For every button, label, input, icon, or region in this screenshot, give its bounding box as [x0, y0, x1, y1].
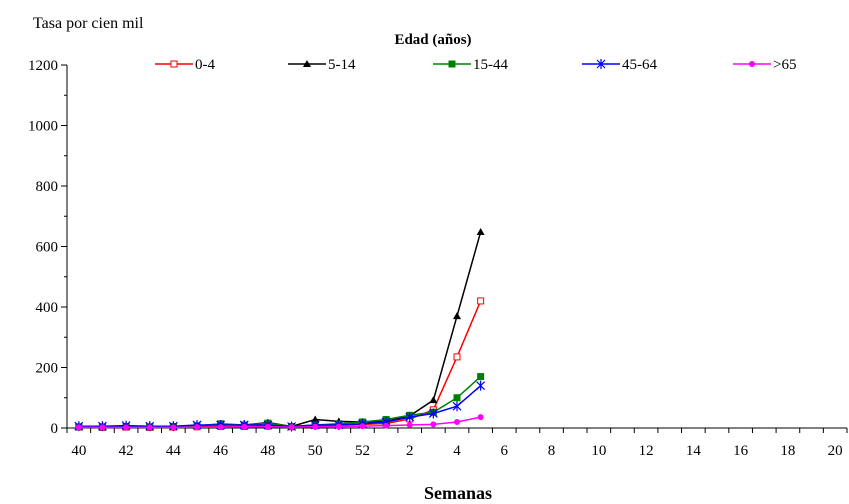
- data-point: [452, 401, 462, 412]
- x-tick-label: 12: [639, 443, 654, 459]
- legend-label: 45-64: [622, 57, 657, 73]
- y-tick-label: 0: [51, 421, 59, 437]
- y-tick-label: 600: [36, 240, 59, 256]
- x-tick-label: 44: [166, 443, 182, 459]
- series-line: [78, 416, 481, 429]
- data-point: [453, 353, 461, 361]
- x-tick-label: 50: [308, 443, 323, 459]
- x-tick-label: 18: [780, 443, 795, 459]
- data-point: [476, 380, 486, 391]
- x-tick-label: 52: [355, 443, 370, 459]
- x-tick-label: 42: [119, 443, 134, 459]
- y-tick-label: 800: [36, 179, 59, 195]
- legend-label: 15-44: [473, 57, 508, 73]
- data-point: [453, 394, 461, 402]
- plot-area: [74, 227, 486, 432]
- y-tick-label: 1200: [28, 58, 58, 74]
- data-point: [406, 421, 413, 428]
- y-tick-label: 400: [36, 300, 59, 316]
- legend-label: 0-4: [195, 57, 215, 73]
- x-tick-label: 4: [453, 443, 461, 459]
- x-tick-label: 20: [828, 443, 843, 459]
- data-point: [454, 418, 460, 425]
- data-point: [749, 61, 755, 67]
- x-axis-label: Semanas: [424, 483, 492, 503]
- legend-entry-1: 0-4: [155, 57, 215, 73]
- data-point: [217, 424, 224, 431]
- legend-entry-3: 15-44: [433, 57, 508, 73]
- x-tick-label: 16: [733, 443, 749, 459]
- series-5: [75, 414, 484, 431]
- series-2: [74, 227, 485, 430]
- series-line: [78, 376, 482, 428]
- data-point: [311, 415, 320, 423]
- data-point: [448, 60, 456, 68]
- x-tick-label: 10: [591, 443, 606, 459]
- y-axis-label: Tasa por cien mil: [33, 15, 144, 32]
- data-point: [123, 424, 130, 431]
- x-tick-label: 14: [686, 443, 702, 459]
- y-tick-label: 1000: [28, 119, 58, 135]
- data-point: [430, 421, 437, 428]
- data-point: [194, 424, 200, 431]
- data-point: [476, 227, 485, 235]
- data-point: [335, 423, 342, 430]
- x-tick-label: 6: [501, 443, 509, 459]
- data-point: [312, 423, 319, 430]
- x-tick-label: 40: [71, 443, 86, 459]
- legend-title: Edad (años): [394, 32, 471, 48]
- legend-entry-4: 45-64: [582, 57, 657, 73]
- x-tick-label: 8: [548, 443, 556, 459]
- data-point: [288, 424, 295, 431]
- series-line: [78, 231, 482, 428]
- data-point: [429, 396, 438, 404]
- data-point: [170, 60, 178, 68]
- series-line: [78, 385, 482, 428]
- data-point: [477, 373, 485, 381]
- data-point: [75, 424, 82, 431]
- legend: 0-4 5-14 15-44 45-64 >65: [155, 57, 796, 73]
- data-point: [359, 423, 366, 430]
- x-tick-label: 2: [406, 443, 414, 459]
- data-point: [241, 423, 248, 430]
- legend-entry-5: >65: [733, 57, 796, 73]
- data-point: [383, 422, 390, 429]
- data-point: [477, 297, 485, 305]
- data-point: [303, 60, 311, 67]
- y-tick-label: 200: [36, 361, 59, 377]
- data-point: [453, 312, 461, 320]
- data-point: [477, 414, 484, 421]
- series-1: [75, 297, 485, 431]
- legend-label: 5-14: [328, 57, 356, 73]
- data-point: [170, 424, 177, 431]
- legend-label: >65: [773, 57, 796, 73]
- data-point: [405, 412, 415, 423]
- data-point: [596, 59, 606, 69]
- series-3: [75, 373, 485, 431]
- legend-entry-2: 5-14: [288, 57, 356, 73]
- data-point: [428, 408, 438, 419]
- x-tick-label: 48: [260, 443, 275, 459]
- data-point: [146, 424, 153, 431]
- data-point: [264, 423, 271, 430]
- x-tick-label: 46: [213, 443, 229, 459]
- data-point: [99, 424, 106, 431]
